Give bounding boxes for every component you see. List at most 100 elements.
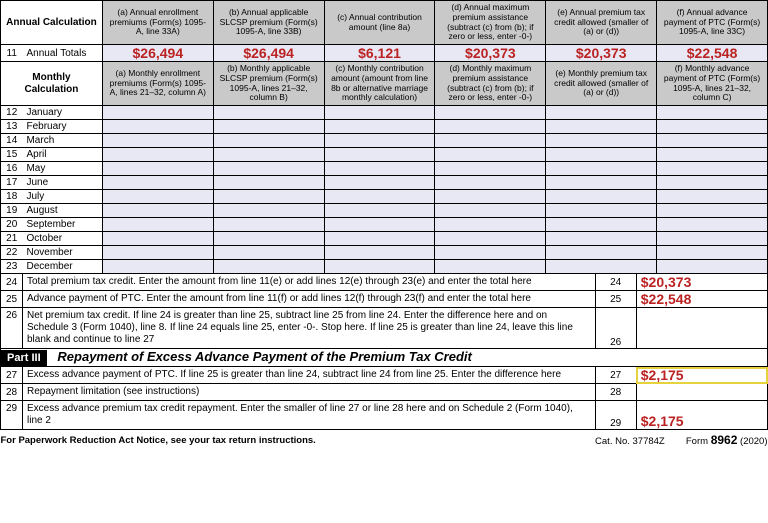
line-11-label: Annual Totals — [22, 45, 102, 62]
month-d — [435, 190, 546, 204]
line-11-c: $6,121 — [324, 45, 435, 62]
monthly-col-a: (a) Monthly enrollment premiums (Form(s)… — [102, 62, 213, 106]
month-b — [213, 232, 324, 246]
month-a — [102, 120, 213, 134]
line-28-text: Repayment limitation (see instructions) — [23, 384, 596, 401]
line-27-row: 27 Excess advance payment of PTC. If lin… — [1, 367, 768, 384]
line-27-box-num: 27 — [595, 367, 636, 384]
month-d — [435, 162, 546, 176]
annual-header-row: Annual Calculation (a) Annual enrollment… — [1, 1, 768, 45]
line-26-row: 26 Net premium tax credit. If line 24 is… — [1, 308, 768, 349]
line-29-box-num: 29 — [595, 401, 636, 430]
month-e — [546, 260, 657, 274]
line-27-val: $2,175 — [636, 367, 767, 384]
month-e — [546, 162, 657, 176]
line-25-num: 25 — [1, 291, 23, 308]
month-e — [546, 106, 657, 120]
month-row: 21October — [1, 232, 768, 246]
line-24-num: 24 — [1, 274, 23, 291]
line-29-num: 29 — [1, 401, 23, 430]
month-num: 16 — [1, 162, 23, 176]
line-25-row: 25 Advance payment of PTC. Enter the amo… — [1, 291, 768, 308]
part3-title: Repayment of Excess Advance Payment of t… — [49, 349, 471, 364]
month-b — [213, 120, 324, 134]
month-row: 12January — [1, 106, 768, 120]
month-e — [546, 120, 657, 134]
month-a — [102, 134, 213, 148]
month-c — [324, 246, 435, 260]
monthly-header-row: Monthly Calculation (a) Monthly enrollme… — [1, 62, 768, 106]
footer-year: (2020) — [737, 436, 767, 447]
month-c — [324, 190, 435, 204]
annual-calc-label: Annual Calculation — [1, 1, 103, 45]
month-d — [435, 176, 546, 190]
month-d — [435, 246, 546, 260]
month-a — [102, 260, 213, 274]
month-row: 19August — [1, 204, 768, 218]
annual-col-d: (d) Annual maximum premium assistance (s… — [435, 1, 546, 45]
month-b — [213, 148, 324, 162]
line-24-val: $20,373 — [636, 274, 767, 291]
monthly-col-d: (d) Monthly maximum premium assistance (… — [435, 62, 546, 106]
annual-col-f: (f) Annual advance payment of PTC (Form(… — [657, 1, 768, 45]
month-c — [324, 260, 435, 274]
month-num: 20 — [1, 218, 23, 232]
month-num: 12 — [1, 106, 23, 120]
footer-mid: Cat. No. 37784Z — [595, 436, 665, 447]
line-28-val — [636, 384, 767, 401]
line-28-num: 28 — [1, 384, 23, 401]
month-e — [546, 204, 657, 218]
month-name: March — [22, 134, 102, 148]
line-24-row: 24 Total premium tax credit. Enter the a… — [1, 274, 768, 291]
line-11-f: $22,548 — [657, 45, 768, 62]
month-row: 17June — [1, 176, 768, 190]
monthly-col-f: (f) Monthly advance payment of PTC (Form… — [657, 62, 768, 106]
line-27-num: 27 — [1, 367, 23, 384]
month-name: July — [22, 190, 102, 204]
line-11-row: 11 Annual Totals $26,494 $26,494 $6,121 … — [1, 45, 768, 62]
month-num: 22 — [1, 246, 23, 260]
month-num: 14 — [1, 134, 23, 148]
month-b — [213, 106, 324, 120]
footer-form-word: Form — [686, 436, 711, 447]
annual-col-e: (e) Annual premium tax credit allowed (s… — [546, 1, 657, 45]
month-a — [102, 190, 213, 204]
line-24-box-num: 24 — [595, 274, 636, 291]
month-b — [213, 134, 324, 148]
month-e — [546, 176, 657, 190]
month-name: September — [22, 218, 102, 232]
month-a — [102, 162, 213, 176]
month-num: 19 — [1, 204, 23, 218]
month-b — [213, 260, 324, 274]
month-name: June — [22, 176, 102, 190]
month-c — [324, 232, 435, 246]
month-b — [213, 176, 324, 190]
line-11-b: $26,494 — [213, 45, 324, 62]
month-d — [435, 120, 546, 134]
monthly-calc-label: Monthly Calculation — [1, 62, 103, 106]
part3-label: Part III — [1, 350, 47, 366]
month-f — [657, 246, 768, 260]
month-c — [324, 134, 435, 148]
month-row: 20September — [1, 218, 768, 232]
month-b — [213, 162, 324, 176]
month-f — [657, 232, 768, 246]
month-num: 15 — [1, 148, 23, 162]
month-c — [324, 162, 435, 176]
annual-col-c: (c) Annual contribution amount (line 8a) — [324, 1, 435, 45]
month-row: 14March — [1, 134, 768, 148]
month-row: 22November — [1, 246, 768, 260]
month-c — [324, 176, 435, 190]
month-d — [435, 204, 546, 218]
line-26-box-num: 26 — [595, 308, 636, 349]
month-row: 18July — [1, 190, 768, 204]
month-f — [657, 148, 768, 162]
line-11-e: $20,373 — [546, 45, 657, 62]
month-c — [324, 120, 435, 134]
month-d — [435, 232, 546, 246]
month-row: 13February — [1, 120, 768, 134]
annual-col-a: (a) Annual enrollment premiums (Form(s) … — [102, 1, 213, 45]
line-25-val: $22,548 — [636, 291, 767, 308]
part3-header-row: Part III Repayment of Excess Advance Pay… — [1, 349, 768, 367]
month-b — [213, 218, 324, 232]
